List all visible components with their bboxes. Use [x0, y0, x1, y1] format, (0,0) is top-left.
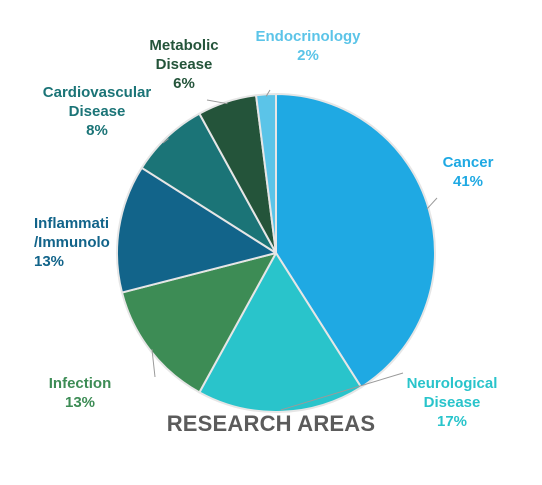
pie-slice-endocrinology — [255, 93, 277, 254]
slice-percent-label: 13% — [65, 394, 95, 411]
slice-label: Metabolic Disease 6% — [149, 37, 218, 92]
slice-label: Cardiovascular Disease 8% — [43, 84, 152, 139]
leader-line — [265, 89, 271, 97]
slice-name-label: Endocrinology — [256, 28, 362, 45]
chart-title: RESEARCH AREAS — [166, 411, 376, 436]
slice-name-label: Metabolic — [149, 37, 218, 54]
leader-line — [206, 99, 228, 105]
slice-percent-label: 8% — [86, 122, 108, 139]
slice-label: Inflammati/Immunolo 13% — [34, 215, 110, 270]
pie-slice-infection — [120, 252, 277, 394]
leader-lines — [151, 89, 438, 411]
slice-name-label: Neurological — [407, 375, 498, 392]
leader-line — [162, 138, 169, 144]
slice-label: Neurological Disease 17% — [407, 375, 498, 430]
pie-slice-inflammati-immunolo — [116, 166, 277, 294]
slice-name-label: Disease — [156, 56, 213, 73]
slice-name-label: Infection — [49, 375, 112, 392]
slice-percent-label: 17% — [437, 413, 467, 430]
slice-percent-label: 41% — [453, 173, 483, 190]
leader-line — [426, 197, 438, 210]
slice-name-label: Disease — [424, 394, 481, 411]
slice-name-label: /Immunolo — [34, 234, 110, 251]
slice-name-label: Inflammati — [34, 215, 109, 232]
leader-line — [151, 349, 156, 378]
slice-label: Infection 13% — [49, 375, 112, 411]
slice-name-label: Cancer — [443, 154, 494, 171]
slice-name-label: Disease — [69, 103, 126, 120]
pie-slice-neurological-disease — [198, 252, 363, 413]
slice-percent-label: 2% — [297, 47, 319, 64]
pie-slices — [116, 93, 436, 413]
slice-name-label: Cardiovascular — [43, 84, 152, 101]
slice-percent-label: 13% — [34, 253, 64, 270]
slice-percent-label: 6% — [173, 75, 195, 92]
slice-label: Cancer 41% — [443, 154, 494, 190]
slice-label: Endocrinology 2% — [256, 28, 362, 64]
leader-line — [280, 372, 404, 411]
slice-labels: Cancer 41% Neurological Disease 17% Infection… — [34, 28, 497, 430]
